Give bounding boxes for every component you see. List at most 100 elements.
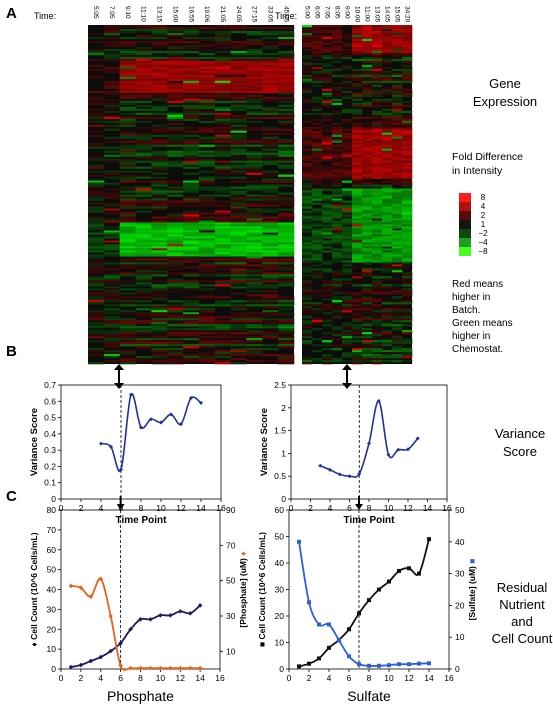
data-point — [317, 656, 321, 661]
y-axis-label: ■ Cell Count (10^6 Cells/mL) — [257, 532, 267, 647]
data-point — [187, 665, 193, 671]
y-tick-label: 20 — [47, 624, 57, 634]
data-point — [68, 664, 74, 670]
svg-text:Score: Score — [503, 444, 537, 459]
data-point — [149, 417, 153, 422]
y-axis-label: Variance Score — [29, 408, 40, 476]
legend-tick-label: 2 — [481, 211, 486, 220]
x-tick-label: 10 — [384, 673, 394, 683]
x-tick-label: 2 — [307, 673, 312, 683]
y2-tick-label: 30 — [226, 611, 236, 621]
series-line — [298, 541, 430, 667]
x-tick-label: 10 — [156, 673, 166, 683]
panel-label-b: B — [6, 343, 17, 360]
data-point — [88, 658, 94, 664]
data-point — [179, 422, 183, 427]
time-label-phosphate: Time: — [34, 11, 56, 21]
data-point — [397, 662, 401, 667]
time-point-label: 11:00 — [363, 6, 370, 22]
time-point-label: 11:10 — [140, 6, 147, 22]
x-tick-label: 12 — [403, 503, 413, 513]
y-tick-label: 0.2 — [44, 461, 56, 471]
x-tick-label: 8 — [138, 673, 143, 683]
legend-swatch — [459, 238, 471, 247]
time-point-label: 6:05 — [313, 6, 320, 19]
panel-label-a: A — [6, 5, 17, 22]
y-tick-label: 20 — [275, 611, 285, 621]
data-point — [417, 571, 421, 576]
y2-tick-label: 20 — [455, 600, 465, 610]
x-axis-label: Time Point — [344, 515, 396, 526]
x-tick-label: 4 — [99, 503, 104, 513]
data-point — [78, 662, 84, 668]
plot-area — [60, 384, 222, 500]
data-point — [98, 576, 104, 582]
link-arrow-phosphate — [114, 364, 124, 389]
variance-chart-sulfate: 0 2 4 6 8 10 12 14 16 0 0.5 1 1.5 2 2.5 Time Point Varia… — [259, 380, 452, 526]
data-point — [197, 603, 203, 608]
residual-chart-phosphate: 0 2 4 6 8 10 12 14 16010203040506070801030507090… — [29, 496, 248, 704]
data-point — [189, 396, 193, 401]
data-point — [417, 661, 421, 666]
data-point — [427, 537, 431, 542]
data-point — [88, 594, 94, 599]
y-tick-label: 0 — [279, 664, 284, 674]
x-tick-label: 8 — [367, 673, 372, 683]
y2-tick-label: 40 — [455, 537, 465, 547]
sulfate-time-points: 5:00 6:05 7:05 8:05 9:00 10:00 11:00 13:05 14:05… — [303, 6, 410, 23]
svg-text:Expression: Expression — [473, 94, 537, 109]
svg-text:Residual: Residual — [497, 580, 548, 595]
time-point-label: 16:55 — [187, 6, 194, 23]
legend-tick-label: −2 — [478, 229, 488, 238]
residual-nutrient-label: Residual Nutrient and Cell Count — [492, 580, 553, 646]
data-point — [169, 412, 173, 417]
x-tick-label: 16 — [216, 503, 226, 513]
time-point-label: 15:00 — [171, 6, 178, 23]
plot-area — [60, 509, 221, 670]
data-point — [337, 638, 341, 643]
y-tick-label: 40 — [47, 585, 57, 595]
x-tick-label: 6 — [347, 673, 352, 683]
y-tick-label: 0 — [281, 494, 286, 504]
y-axis-label: ♦ Cell Count (10^6 Cells/mL) — [29, 532, 39, 646]
x-tick-label: 8 — [367, 503, 372, 513]
legend-swatch — [459, 220, 471, 229]
x-tick-label: 12 — [176, 503, 186, 513]
svg-text:Variance: Variance — [495, 426, 545, 441]
svg-text:Gene: Gene — [489, 76, 521, 91]
x-axis-label: Time Point — [116, 515, 168, 526]
data-point — [377, 587, 381, 592]
y2-tick-label: 10 — [226, 646, 236, 656]
data-point — [357, 662, 361, 667]
data-point — [68, 583, 74, 589]
phosphate-time-points: 5:05 7:05 9:10 11:10 13:15 15:00 16:55 19:06 21:… — [92, 6, 289, 23]
y-tick-label: 40 — [275, 558, 285, 568]
x-tick-label: 6 — [118, 673, 123, 683]
y-tick-label: 0.5 — [274, 471, 286, 481]
legend-tick-label: 8 — [481, 193, 486, 202]
svg-text:Green means: Green means — [452, 318, 513, 329]
time-point-label: 7:05 — [323, 6, 330, 19]
data-point — [158, 665, 163, 671]
svg-text:Red means: Red means — [452, 279, 503, 290]
data-point — [357, 611, 361, 616]
data-point — [128, 665, 133, 671]
svg-text:Nutrient: Nutrient — [499, 597, 545, 612]
y-tick-label: 50 — [275, 532, 285, 542]
x-tick-label: 0 — [289, 503, 294, 513]
data-point — [148, 617, 153, 622]
x-tick-label: 2 — [79, 673, 84, 683]
legend-swatch — [459, 229, 471, 238]
data-point — [396, 447, 401, 452]
legend-swatch — [459, 193, 471, 202]
time-point-label: 19:06 — [203, 6, 210, 23]
x-tick-label: 14 — [196, 503, 206, 513]
panel-label-c: C — [6, 488, 17, 505]
legend-swatch — [459, 202, 471, 211]
data-point — [376, 398, 381, 403]
time-point-label: 13:05 — [373, 6, 380, 23]
data-point — [406, 447, 410, 452]
time-point-label: 15:05 — [393, 6, 400, 23]
